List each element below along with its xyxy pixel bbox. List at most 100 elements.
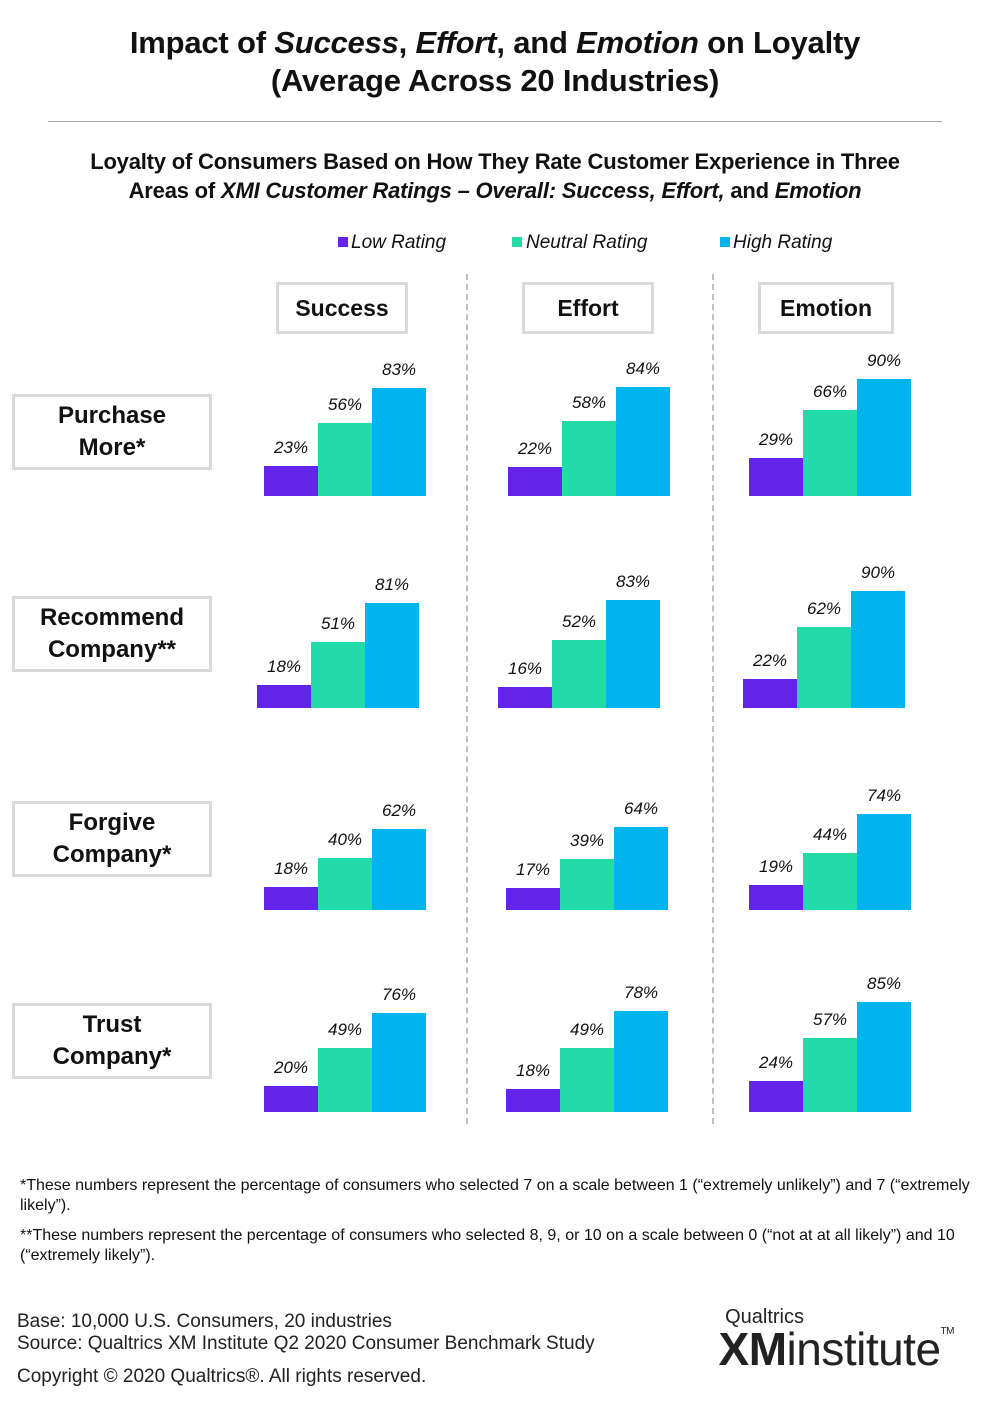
value-label-purchase-more-emotion-neutral: 66% <box>812 382 848 402</box>
value-label-forgive-company-success-low: 18% <box>273 858 309 878</box>
footer-copyright: Copyright © 2020 Qualtrics®. All rights … <box>17 1366 427 1387</box>
bar-trust-company-effort-neutral <box>560 1048 614 1112</box>
bar-recommend-company-success-low <box>257 684 311 708</box>
legend-swatch-neutral <box>512 237 522 247</box>
value-label-trust-company-emotion-high: 85% <box>866 973 902 993</box>
value-label-recommend-company-success-low: 18% <box>266 656 302 676</box>
value-label-recommend-company-success-high: 81% <box>374 574 410 594</box>
legend-label-low: Low Rating <box>351 232 447 253</box>
row-label-trust-company: Trust Company* <box>12 1003 212 1079</box>
chart-title-line1: Impact of Success, Effort, and Emotion o… <box>129 25 861 60</box>
bar-trust-company-success-neutral <box>318 1048 372 1112</box>
bar-purchase-more-emotion-neutral <box>803 410 857 496</box>
value-label-purchase-more-success-low: 23% <box>273 438 309 458</box>
chart-subtitle: Loyalty of Consumers Based on How They R… <box>0 147 990 205</box>
value-label-forgive-company-effort-neutral: 39% <box>569 831 605 851</box>
bar-recommend-company-emotion-high <box>851 591 905 708</box>
bar-forgive-company-success-low <box>264 886 318 910</box>
value-label-forgive-company-emotion-low: 19% <box>758 857 794 877</box>
column-separator-1 <box>466 274 468 1124</box>
bar-trust-company-emotion-high <box>857 1001 911 1112</box>
bar-recommend-company-effort-neutral <box>552 640 606 708</box>
bar-forgive-company-emotion-low <box>749 885 803 910</box>
bar-recommend-company-success-neutral <box>311 641 365 708</box>
chart-title: Impact of Success, Effort, and Emotion o… <box>0 24 990 100</box>
bar-recommend-company-emotion-low <box>743 679 797 708</box>
footer-source: Source: Qualtrics XM Institute Q2 2020 C… <box>17 1333 595 1354</box>
bar-purchase-more-effort-low <box>508 467 562 496</box>
row-label-recommend-company: Recommend Company** <box>12 596 212 672</box>
legend-swatch-low <box>338 237 348 247</box>
column-header-success: Success <box>276 282 408 334</box>
value-label-purchase-more-emotion-low: 29% <box>758 430 794 450</box>
bar-recommend-company-effort-high <box>606 600 660 708</box>
bar-purchase-more-success-high <box>372 388 426 496</box>
legend-label-high: High Rating <box>733 232 833 253</box>
bar-forgive-company-success-neutral <box>318 858 372 910</box>
bar-trust-company-success-high <box>372 1013 426 1112</box>
footnote-single-asterisk: *These numbers represent the percentage … <box>20 1177 970 1214</box>
bar-purchase-more-emotion-high <box>857 379 911 496</box>
bar-forgive-company-effort-high <box>614 826 668 910</box>
value-label-purchase-more-effort-low: 22% <box>517 439 553 459</box>
column-header-effort: Effort <box>522 282 654 334</box>
value-label-recommend-company-effort-low: 16% <box>507 659 543 679</box>
value-label-recommend-company-success-neutral: 51% <box>320 613 356 633</box>
legend-label-neutral: Neutral Rating <box>526 232 648 253</box>
value-label-purchase-more-emotion-high: 90% <box>866 351 902 370</box>
bar-trust-company-emotion-low <box>749 1080 803 1112</box>
value-label-purchase-more-effort-neutral: 58% <box>571 392 607 412</box>
bar-forgive-company-effort-neutral <box>560 859 614 910</box>
logo-xm-institute: XMinstituteTM <box>718 1323 955 1375</box>
bar-purchase-more-success-low <box>264 466 318 496</box>
value-label-forgive-company-emotion-neutral: 44% <box>812 824 848 844</box>
bar-forgive-company-effort-low <box>506 887 560 910</box>
bar-forgive-company-emotion-high <box>857 813 911 910</box>
bar-recommend-company-success-high <box>365 602 419 708</box>
value-label-purchase-more-success-neutral: 56% <box>327 395 363 415</box>
value-label-purchase-more-effort-high: 84% <box>625 358 661 378</box>
logo-qualtrics-text: Qualtrics <box>725 1306 804 1328</box>
bar-trust-company-success-low <box>264 1086 318 1112</box>
footer-base: Base: 10,000 U.S. Consumers, 20 industri… <box>17 1311 392 1332</box>
value-label-trust-company-emotion-low: 24% <box>758 1052 794 1072</box>
chart-title-line2: (Average Across 20 Industries) <box>270 63 720 98</box>
value-label-recommend-company-emotion-high: 90% <box>860 563 896 582</box>
bar-forgive-company-success-high <box>372 829 426 910</box>
value-label-trust-company-effort-high: 78% <box>623 982 659 1002</box>
bar-purchase-more-emotion-low <box>749 458 803 496</box>
value-label-trust-company-effort-low: 18% <box>515 1060 551 1080</box>
chart-subtitle-line1: Loyalty of Consumers Based on How They R… <box>90 149 900 174</box>
row-label-purchase-more: Purchase More* <box>12 394 212 470</box>
title-divider <box>48 121 942 122</box>
value-label-trust-company-success-high: 76% <box>381 985 417 1005</box>
column-header-emotion: Emotion <box>758 282 894 334</box>
value-label-recommend-company-effort-neutral: 52% <box>561 612 597 632</box>
value-label-recommend-company-emotion-neutral: 62% <box>806 599 842 619</box>
value-label-trust-company-success-neutral: 49% <box>327 1020 363 1040</box>
bar-trust-company-effort-low <box>506 1088 560 1112</box>
value-label-trust-company-success-low: 20% <box>273 1058 309 1077</box>
value-label-forgive-company-emotion-high: 74% <box>866 785 902 805</box>
bar-purchase-more-effort-high <box>616 386 670 496</box>
value-label-purchase-more-success-high: 83% <box>381 360 417 380</box>
value-label-recommend-company-effort-high: 83% <box>615 572 651 592</box>
chart-subtitle-line2: Areas of XMI Customer Ratings – Overall:… <box>128 178 862 203</box>
row-label-forgive-company: Forgive Company* <box>12 801 212 877</box>
bar-recommend-company-effort-low <box>498 687 552 708</box>
value-label-recommend-company-emotion-low: 22% <box>752 651 788 671</box>
bar-trust-company-effort-high <box>614 1010 668 1112</box>
footnote-double-asterisk: **These numbers represent the percentage… <box>20 1227 955 1264</box>
value-label-forgive-company-effort-low: 17% <box>515 859 551 879</box>
value-label-forgive-company-success-neutral: 40% <box>327 830 363 849</box>
bar-trust-company-emotion-neutral <box>803 1037 857 1112</box>
value-label-forgive-company-success-high: 62% <box>381 801 417 821</box>
bar-forgive-company-emotion-neutral <box>803 852 857 910</box>
bar-recommend-company-emotion-neutral <box>797 627 851 708</box>
value-label-trust-company-emotion-neutral: 57% <box>812 1009 848 1029</box>
bar-purchase-more-success-neutral <box>318 423 372 496</box>
value-label-forgive-company-effort-high: 64% <box>623 798 659 818</box>
column-separator-2 <box>712 274 714 1124</box>
bar-purchase-more-effort-neutral <box>562 420 616 496</box>
